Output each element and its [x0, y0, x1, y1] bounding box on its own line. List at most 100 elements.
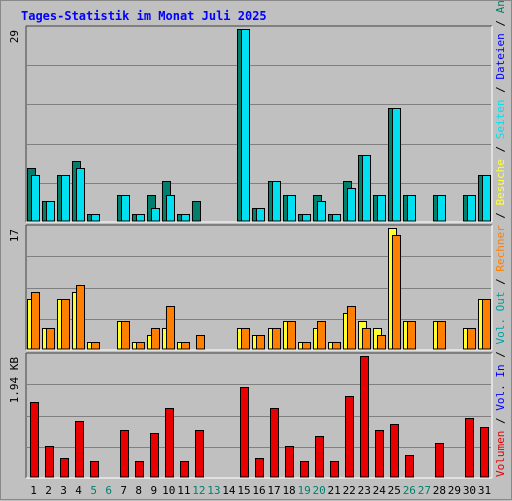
x-tick-label: 12 — [192, 484, 205, 497]
visits-hosts-panel — [26, 225, 492, 350]
x-tick-label: 1 — [30, 484, 37, 497]
hosts-bar — [91, 342, 100, 350]
x-tick-label: 2 — [45, 484, 52, 497]
legend-entry: Rechner — [494, 225, 507, 272]
legend-entry: Volumen — [494, 431, 507, 477]
legend-entry: Dateien — [494, 33, 507, 79]
files-bar — [482, 175, 491, 222]
files-bar — [136, 214, 145, 222]
x-tick-label: 4 — [75, 484, 82, 497]
x-tick-label: 20 — [313, 484, 326, 497]
files-bar — [302, 214, 311, 222]
x-tick-label: 15 — [237, 484, 250, 497]
volume-bar — [180, 461, 189, 478]
x-tick-label: 25 — [388, 484, 401, 497]
x-tick-label: 11 — [177, 484, 190, 497]
x-tick-label: 30 — [463, 484, 476, 497]
hosts-bar — [347, 306, 356, 350]
hosts-bar — [136, 342, 145, 350]
legend-separator: / — [494, 345, 507, 365]
files-bar — [46, 201, 55, 222]
volume-bar — [75, 421, 84, 478]
volume-bar — [375, 430, 384, 478]
files-bar — [61, 175, 70, 222]
hosts-bar — [121, 321, 130, 350]
volume-bar — [240, 387, 249, 478]
files-bar — [287, 195, 296, 222]
x-tick-label: 18 — [282, 484, 295, 497]
legend-separator: / — [494, 139, 507, 159]
volume-bar — [330, 461, 339, 478]
x-tick-label: 23 — [358, 484, 371, 497]
files-bar — [392, 108, 401, 222]
legend-separator: / — [494, 13, 507, 33]
x-tick-label: 7 — [120, 484, 127, 497]
hosts-bar — [392, 235, 401, 350]
files-bar — [76, 168, 85, 222]
volume-bar — [150, 433, 159, 478]
files-bar — [256, 208, 265, 222]
legend-separator: / — [494, 272, 507, 292]
volume-bar — [195, 430, 204, 478]
volume-bar — [345, 396, 354, 478]
volume-bar — [135, 461, 144, 478]
volume-bar — [60, 458, 69, 478]
files-bar — [181, 214, 190, 222]
files-bar — [347, 188, 356, 222]
volume-bar — [45, 446, 54, 478]
volume-bar — [30, 402, 39, 478]
hosts-bar — [272, 328, 281, 350]
volume-bar — [465, 418, 474, 478]
volume-bar — [90, 461, 99, 478]
volume-bar — [120, 430, 129, 478]
hosts-bar — [31, 292, 40, 350]
volume-panel — [26, 353, 492, 478]
requests-files-panel — [26, 26, 492, 222]
volume-bar — [315, 436, 324, 478]
series-legend: Volumen / Vol. In / Vol. Out / Rechner /… — [494, 1, 507, 477]
x-tick-label: 29 — [448, 484, 461, 497]
volume-bar — [360, 356, 369, 478]
files-bar — [317, 201, 326, 222]
volume-bar — [300, 461, 309, 478]
requests-bar — [192, 201, 201, 222]
y-axis-max-label: 1.94 KB — [8, 357, 21, 404]
files-bar — [407, 195, 416, 222]
x-tick-label: 13 — [207, 484, 220, 497]
chart-title: Tages-Statistik im Monat Juli 2025 — [21, 9, 267, 23]
x-tick-label: 19 — [297, 484, 310, 497]
files-bar — [467, 195, 476, 222]
legend-entry: Seiten — [494, 99, 507, 139]
legend-entry: Vol. Out — [494, 292, 507, 345]
legend-separator: / — [494, 411, 507, 431]
hosts-bar — [151, 328, 160, 350]
hosts-bar — [166, 306, 175, 350]
legend-entry: Vol. In — [494, 364, 507, 410]
hosts-bar — [437, 321, 446, 350]
hosts-bar — [196, 335, 205, 350]
hosts-bar — [181, 342, 190, 350]
files-bar — [437, 195, 446, 222]
x-tick-label: 22 — [343, 484, 356, 497]
hosts-bar — [317, 321, 326, 350]
hosts-bar — [287, 321, 296, 350]
files-bar — [377, 195, 386, 222]
x-tick-label: 31 — [478, 484, 491, 497]
x-tick-label: 10 — [162, 484, 175, 497]
x-tick-label: 3 — [60, 484, 67, 497]
x-tick-label: 16 — [252, 484, 265, 497]
files-bar — [151, 208, 160, 222]
x-tick-label: 8 — [135, 484, 142, 497]
x-tick-label: 14 — [222, 484, 236, 497]
y-axis-max-label: 29 — [8, 30, 21, 43]
x-tick-label: 27 — [418, 484, 431, 497]
legend-separator: / — [494, 205, 507, 225]
files-bar — [332, 214, 341, 222]
legend-entry: Besuche — [494, 159, 507, 205]
x-tick-label: 17 — [267, 484, 280, 497]
volume-bar — [255, 458, 264, 478]
hosts-bar — [362, 328, 371, 350]
x-tick-label: 28 — [433, 484, 446, 497]
